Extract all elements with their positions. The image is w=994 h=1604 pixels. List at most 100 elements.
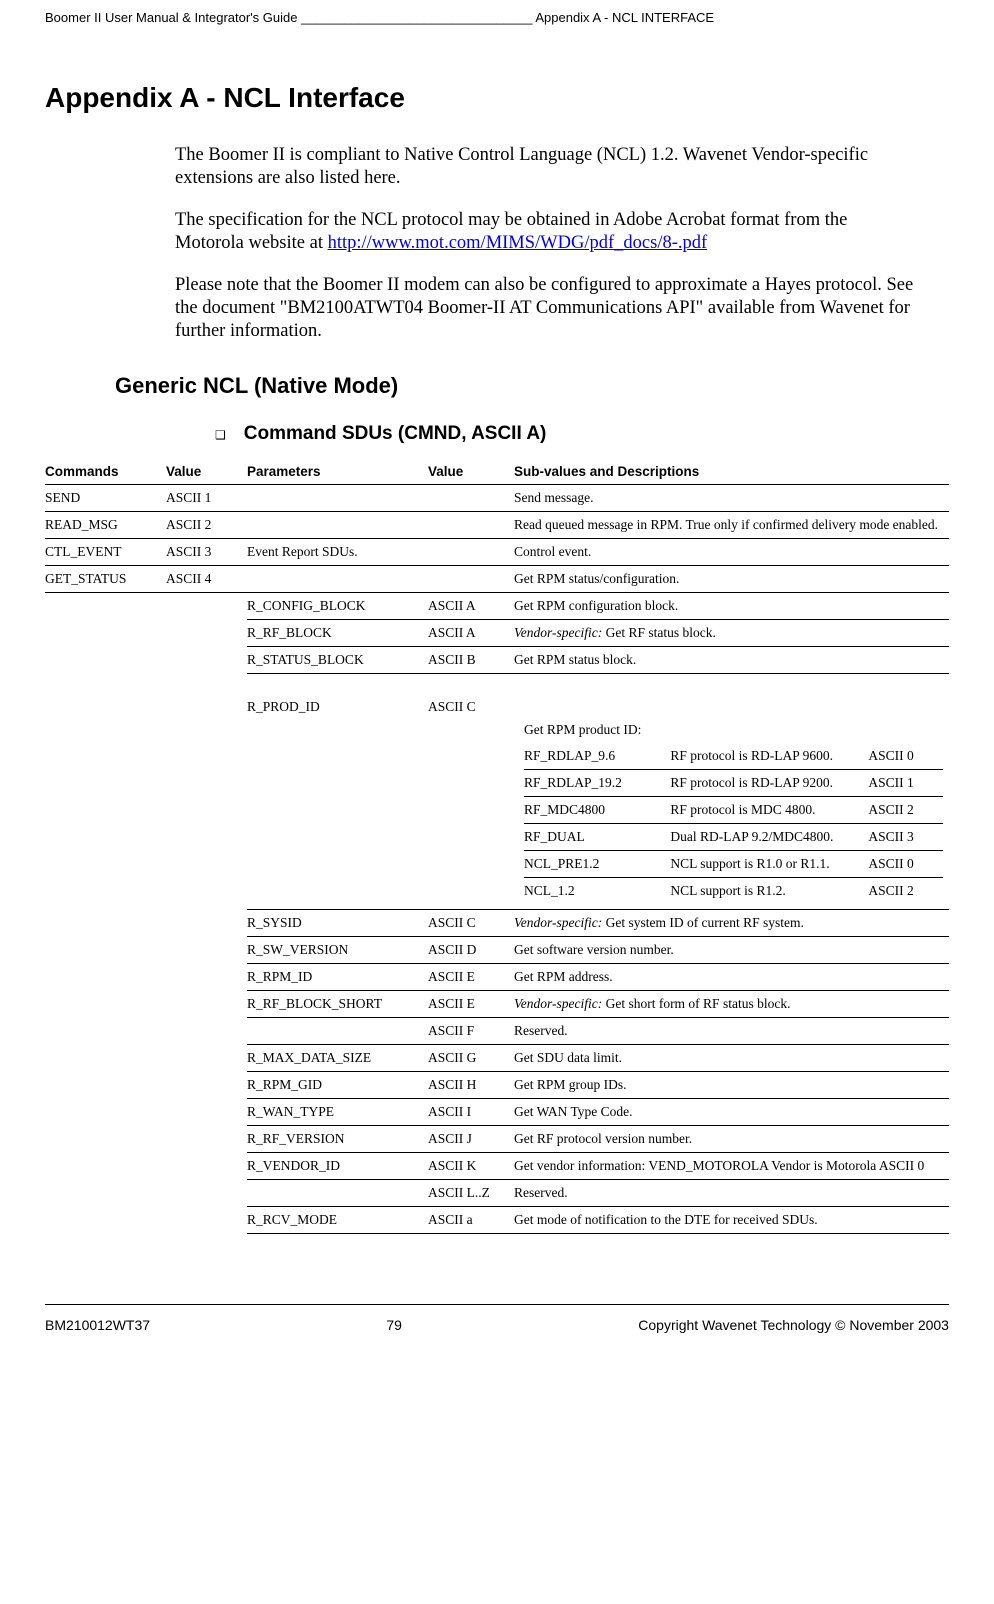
cell-param: R_CONFIG_BLOCK — [247, 593, 428, 620]
section-heading: Generic NCL (Native Mode) — [115, 373, 949, 399]
cell-pval: ASCII K — [428, 1153, 514, 1180]
cell-cmd: CTL_EVENT — [45, 539, 166, 566]
cell-param: R_MAX_DATA_SIZE — [247, 1045, 428, 1072]
cell-desc: Send message. — [514, 485, 949, 512]
inner-c: ASCII 2 — [868, 878, 943, 905]
table-row: R_PROD_ID ASCII C Get RPM product ID: RF… — [45, 694, 949, 910]
cell-pval — [428, 539, 514, 566]
cell-pval: ASCII B — [428, 647, 514, 674]
table-row: ASCII F Reserved. — [45, 1018, 949, 1045]
cell-val — [166, 1153, 247, 1180]
cell-desc: Get RPM status block. — [514, 647, 949, 674]
cell-param: R_RF_BLOCK_SHORT — [247, 991, 428, 1018]
subsection-row: ❑ Command SDUs (CMND, ASCII A) — [215, 423, 949, 445]
cell-desc: Read queued message in RPM. True only if… — [514, 512, 949, 539]
inner-c: ASCII 3 — [868, 824, 943, 851]
inner-a: RF_RDLAP_9.6 — [524, 743, 670, 770]
cell-desc: Control event. — [514, 539, 949, 566]
cell-pval: ASCII J — [428, 1126, 514, 1153]
inner-a: RF_DUAL — [524, 824, 670, 851]
footer-right: Copyright Wavenet Technology © November … — [638, 1317, 949, 1333]
inner-row: NCL_PRE1.2 NCL support is R1.0 or R1.1. … — [524, 851, 943, 878]
inner-b: NCL support is R1.2. — [670, 878, 868, 905]
table-row: R_RF_BLOCK_SHORT ASCII E Vendor-specific… — [45, 991, 949, 1018]
cell-cmd — [45, 1045, 166, 1072]
cell-param: R_STATUS_BLOCK — [247, 647, 428, 674]
cell-pval — [428, 566, 514, 593]
inner-b: RF protocol is RD-LAP 9600. — [670, 743, 868, 770]
cell-desc: Get RPM status/configuration. — [514, 566, 949, 593]
cell-pval: ASCII C — [428, 694, 514, 910]
inner-row: RF_RDLAP_19.2 RF protocol is RD-LAP 9200… — [524, 770, 943, 797]
cell-val: ASCII 2 — [166, 512, 247, 539]
cell-cmd: SEND — [45, 485, 166, 512]
cell-val — [166, 910, 247, 937]
table-row: R_RCV_MODE ASCII a Get mode of notificat… — [45, 1207, 949, 1234]
cell-cmd — [45, 991, 166, 1018]
cell-val — [166, 647, 247, 674]
cell-desc: Get SDU data limit. — [514, 1045, 949, 1072]
gap-row — [45, 674, 949, 695]
table-row: SEND ASCII 1 Send message. — [45, 485, 949, 512]
cell-pval: ASCII E — [428, 964, 514, 991]
cell-val — [166, 1099, 247, 1126]
cell-val — [166, 593, 247, 620]
spec-link[interactable]: http://www.mot.com/MIMS/WDG/pdf_docs/8-.… — [328, 233, 708, 253]
th-parameters: Parameters — [247, 459, 428, 485]
footer-center: 79 — [386, 1317, 402, 1333]
table-header-row: Commands Value Parameters Value Sub-valu… — [45, 459, 949, 485]
header-left: Boomer II User Manual & Integrator's Gui… — [45, 10, 714, 25]
cell-param: R_SYSID — [247, 910, 428, 937]
running-header: Boomer II User Manual & Integrator's Gui… — [45, 10, 949, 27]
th-desc: Sub-values and Descriptions — [514, 459, 949, 485]
cell-val — [166, 1045, 247, 1072]
cell-desc: Vendor-specific: Get short form of RF st… — [514, 991, 949, 1018]
cell-desc: Vendor-specific: Get system ID of curren… — [514, 910, 949, 937]
page: Boomer II User Manual & Integrator's Gui… — [0, 0, 994, 1363]
inner-title: Get RPM product ID: — [524, 717, 943, 743]
command-table: Commands Value Parameters Value Sub-valu… — [45, 459, 949, 1234]
inner-c: ASCII 1 — [868, 770, 943, 797]
inner-row: RF_MDC4800 RF protocol is MDC 4800. ASCI… — [524, 797, 943, 824]
cell-val — [166, 937, 247, 964]
cell-param: R_WAN_TYPE — [247, 1099, 428, 1126]
inner-row: RF_RDLAP_9.6 RF protocol is RD-LAP 9600.… — [524, 743, 943, 770]
cell-cmd — [45, 1072, 166, 1099]
cell-param: R_RPM_GID — [247, 1072, 428, 1099]
cell-cmd — [45, 964, 166, 991]
cell-cmd — [45, 1126, 166, 1153]
inner-b: NCL support is R1.0 or R1.1. — [670, 851, 868, 878]
cell-pval: ASCII C — [428, 910, 514, 937]
cell-val: ASCII 4 — [166, 566, 247, 593]
footer-left: BM210012WT37 — [45, 1317, 150, 1333]
cell-cmd — [45, 910, 166, 937]
prod-id-table: Get RPM product ID: RF_RDLAP_9.6 RF prot… — [524, 717, 943, 904]
inner-a: RF_MDC4800 — [524, 797, 670, 824]
vendor-prefix: Vendor-specific: — [514, 625, 602, 640]
cell-val — [166, 1207, 247, 1234]
paragraph-2: The specification for the NCL protocol m… — [175, 209, 919, 255]
desc-text: Get RF status block. — [602, 625, 716, 640]
cell-pval: ASCII H — [428, 1072, 514, 1099]
table-row: ASCII L..Z Reserved. — [45, 1180, 949, 1207]
inner-row: NCL_1.2 NCL support is R1.2. ASCII 2 — [524, 878, 943, 905]
cell-cmd — [45, 1018, 166, 1045]
table-row: R_SYSID ASCII C Vendor-specific: Get sys… — [45, 910, 949, 937]
subsection-heading: Command SDUs (CMND, ASCII A) — [244, 423, 547, 445]
table-row: R_RPM_ID ASCII E Get RPM address. — [45, 964, 949, 991]
table-row: R_MAX_DATA_SIZE ASCII G Get SDU data lim… — [45, 1045, 949, 1072]
prod-id-block: Get RPM product ID: RF_RDLAP_9.6 RF prot… — [514, 717, 943, 904]
bullet-icon: ❑ — [215, 426, 226, 445]
cell-desc: Reserved. — [514, 1018, 949, 1045]
cell-pval: ASCII D — [428, 937, 514, 964]
cell-val — [166, 991, 247, 1018]
th-value: Value — [166, 459, 247, 485]
cell-cmd — [45, 694, 166, 910]
cell-cmd — [45, 937, 166, 964]
cell-param: Event Report SDUs. — [247, 539, 428, 566]
cell-desc: Get mode of notification to the DTE for … — [514, 1207, 949, 1234]
table-row: GET_STATUS ASCII 4 Get RPM status/config… — [45, 566, 949, 593]
cell-cmd — [45, 620, 166, 647]
cell-pval — [428, 485, 514, 512]
paragraph-1: The Boomer II is compliant to Native Con… — [175, 144, 919, 190]
